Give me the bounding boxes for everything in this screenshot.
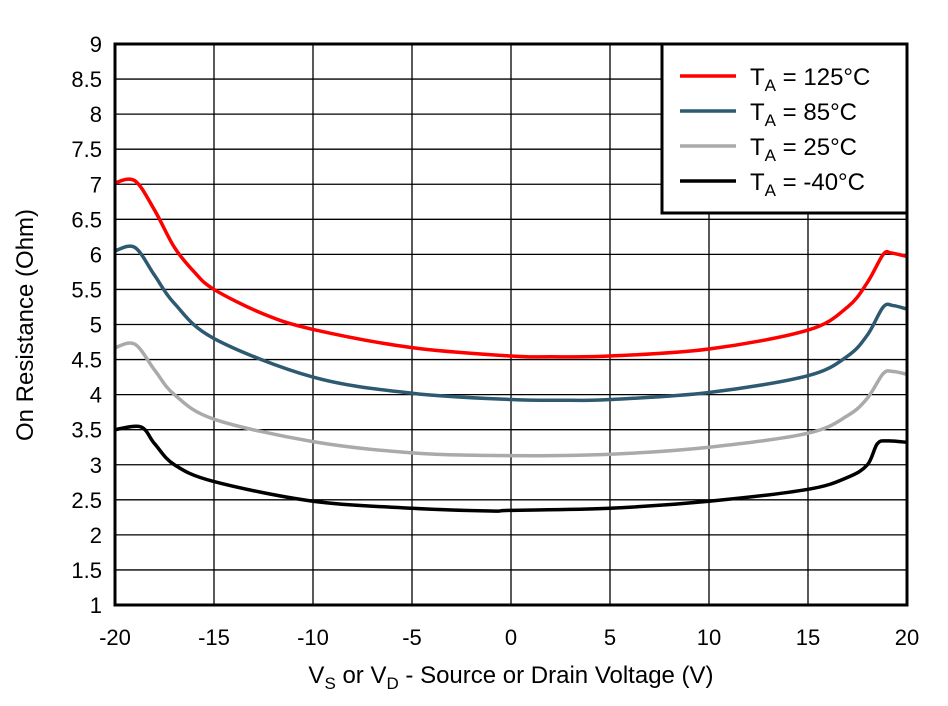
x-axis-label: VS or VD - Source or Drain Voltage (V) — [308, 662, 713, 693]
legend-label: TA = 85°C — [750, 99, 857, 130]
y-tick-label: 6.5 — [71, 207, 102, 232]
y-tick-label: 4 — [90, 383, 102, 408]
y-tick-label: 2 — [90, 523, 102, 548]
y-tick-label: 5 — [90, 313, 102, 338]
y-tick-labels: 1 1.5 2 2.5 3 3.5 4 4.5 5 5.5 6 6.5 7 7.5 8 8.5 9 — [71, 32, 102, 618]
legend-label: TA = 25°C — [750, 134, 857, 165]
y-tick-label: 3 — [90, 453, 102, 478]
x-tick-label: 5 — [604, 625, 616, 650]
x-tick-labels: -20 -15 -10 -5 0 5 10 15 20 — [99, 625, 919, 650]
x-tick-label: 20 — [895, 625, 919, 650]
y-tick-label: 5.5 — [71, 277, 102, 302]
series-line-1 — [114, 244, 908, 403]
y-tick-label: 7 — [90, 172, 102, 197]
x-tick-label: 15 — [796, 625, 820, 650]
y-tick-label: 6 — [90, 242, 102, 267]
y-tick-label: 1.5 — [71, 558, 102, 583]
y-tick-label: 7.5 — [71, 137, 102, 162]
series-line-0 — [114, 177, 908, 359]
plot-frame — [113, 42, 909, 607]
series-line-2 — [114, 341, 908, 458]
x-tick-label: -10 — [297, 625, 329, 650]
x-tick-label: 0 — [505, 625, 517, 650]
legend: TA = 125°C TA = 85°C TA = 25°C TA = -40°C — [660, 42, 909, 215]
y-tick-label: 8 — [90, 102, 102, 127]
series-line-3 — [114, 424, 908, 513]
x-tick-label: -20 — [99, 625, 131, 650]
y-axis-label: On Resistance (Ohm) — [12, 209, 39, 441]
series-lines — [114, 177, 908, 513]
y-tick-label: 2.5 — [71, 488, 102, 513]
x-tick-label: -5 — [402, 625, 422, 650]
x-tick-label: 10 — [697, 625, 721, 650]
y-tick-label: 3.5 — [71, 418, 102, 443]
legend-label: TA = 125°C — [750, 64, 870, 95]
y-tick-label: 9 — [90, 32, 102, 57]
y-tick-label: 4.5 — [71, 348, 102, 373]
y-tick-label: 8.5 — [71, 67, 102, 92]
legend-label: TA = -40°C — [750, 169, 865, 200]
x-tick-label: -15 — [198, 625, 230, 650]
y-tick-label: 1 — [90, 593, 102, 618]
